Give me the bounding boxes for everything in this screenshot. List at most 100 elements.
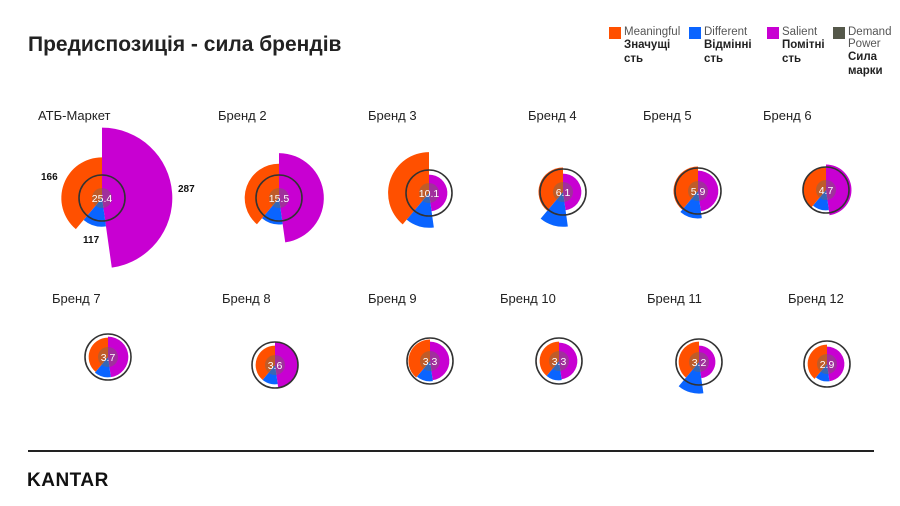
different-sector: [812, 190, 829, 211]
demand-power-value: 5.9: [691, 186, 706, 198]
different-swatch: [689, 27, 701, 39]
demand-power-value: 10.1: [419, 188, 440, 200]
meaningful-swatch: [609, 27, 621, 39]
legend-en: Salient: [782, 26, 818, 38]
legend-different: Different Відмінність: [689, 26, 759, 78]
meaningful-sector: [408, 339, 430, 378]
demand-power-value: 3.7: [101, 352, 116, 364]
legend-demand-power: Demand Power Сила марки: [833, 26, 893, 78]
meaningful-sector: [255, 345, 275, 380]
different-sector: [815, 364, 830, 382]
different-value-label: 117: [83, 235, 100, 246]
meaningful-sector: [244, 163, 279, 225]
demand-power-ring: [405, 169, 453, 217]
meaningful-sector: [539, 341, 559, 376]
brand-label: Бренд 11: [647, 291, 702, 306]
brand-label: Бренд 7: [52, 291, 101, 306]
legend-en: Different: [704, 26, 748, 38]
brand-label: Бренд 12: [788, 291, 844, 306]
brand-label: Бренд 4: [528, 108, 577, 123]
demand-power-center: [689, 352, 709, 372]
different-sector: [94, 357, 111, 378]
meaningful-sector: [88, 337, 108, 372]
legend-meaningful: Meaningful Значущість: [609, 26, 681, 78]
demand-power-value: 3.3: [552, 356, 567, 368]
salient-sector: [699, 345, 716, 379]
demand-power-center: [549, 351, 569, 371]
different-sector: [416, 361, 433, 382]
meaningful-sector: [388, 152, 429, 225]
footer-divider: [28, 450, 874, 452]
demand-power-ring: [802, 166, 850, 214]
salient-sector: [563, 173, 582, 211]
page-title: Предиспозиція - сила брендів: [28, 33, 342, 56]
demand-power-ring: [675, 338, 723, 386]
demand-power-center: [420, 351, 440, 371]
salient-sector: [108, 336, 129, 378]
demand-power-ring: [84, 333, 132, 381]
salient-sector: [698, 170, 719, 212]
salient-sector: [827, 346, 845, 382]
legend-ua: Помітність: [782, 39, 825, 65]
salient-sector: [559, 342, 578, 380]
demand-power-ring: [674, 167, 722, 215]
demand-power-value: 3.6: [268, 360, 283, 372]
demand-power-ring: [251, 341, 299, 389]
demand-power-center: [98, 347, 118, 367]
salient-swatch: [767, 27, 779, 39]
demand-power-ring: [78, 174, 126, 222]
demand-power-center: [92, 188, 112, 208]
demand-power-swatch: [833, 27, 845, 39]
brand-label: Бренд 9: [368, 291, 417, 306]
legend-ua: Відмінність: [704, 39, 752, 65]
different-sector: [262, 365, 278, 385]
demand-power-ring: [255, 174, 303, 222]
brand-label: Бренд 10: [500, 291, 556, 306]
brand-label: Бренд 2: [218, 108, 267, 123]
legend-salient: Salient Помітність: [767, 26, 825, 78]
demand-power-ring: [406, 337, 454, 385]
salient-value-label: 287: [178, 184, 195, 195]
demand-power-center: [553, 182, 573, 202]
different-sector: [406, 193, 434, 228]
brand-label: Бренд 3: [368, 108, 417, 123]
legend-ua: Сила марки: [848, 51, 883, 77]
different-sector: [83, 198, 106, 227]
demand-power-center: [817, 354, 837, 374]
demand-power-center: [265, 355, 285, 375]
brand-label: Бренд 8: [222, 291, 271, 306]
kantar-logo: KANTAR: [27, 470, 109, 491]
demand-power-value: 3.2: [692, 357, 707, 369]
demand-power-center: [816, 180, 836, 200]
different-sector: [546, 361, 562, 381]
brand-label: Бренд 6: [763, 108, 812, 123]
demand-power-value: 6.1: [556, 187, 571, 199]
different-sector: [680, 191, 702, 219]
meaningful-value-label: 166: [41, 172, 58, 183]
demand-power-center: [419, 183, 439, 203]
demand-power-ring: [803, 340, 851, 388]
meaningful-sector: [803, 167, 826, 208]
brand-label: АТБ-Маркет: [38, 108, 111, 123]
legend-en: Demand Power: [848, 26, 892, 50]
demand-power-value: 25.4: [92, 193, 113, 205]
demand-power-center: [269, 188, 289, 208]
legend-ua: Значущість: [624, 39, 671, 65]
meaningful-sector: [61, 157, 102, 230]
demand-power-center: [688, 181, 708, 201]
different-sector: [540, 192, 568, 227]
salient-sector: [429, 174, 448, 212]
demand-power-value: 2.9: [820, 359, 835, 371]
salient-sector: [430, 341, 450, 381]
brand-label: Бренд 5: [643, 108, 692, 123]
demand-power-value: 3.3: [423, 356, 438, 368]
legend: Meaningful Значущість Different Відмінніст…: [609, 26, 893, 78]
salient-sector: [275, 341, 299, 389]
meaningful-sector: [678, 341, 699, 378]
demand-power-ring: [535, 337, 583, 385]
demand-power-value: 4.7: [819, 185, 834, 197]
salient-sector: [102, 127, 173, 268]
demand-power-value: 15.5: [269, 193, 290, 205]
demand-power-ring: [539, 168, 587, 216]
